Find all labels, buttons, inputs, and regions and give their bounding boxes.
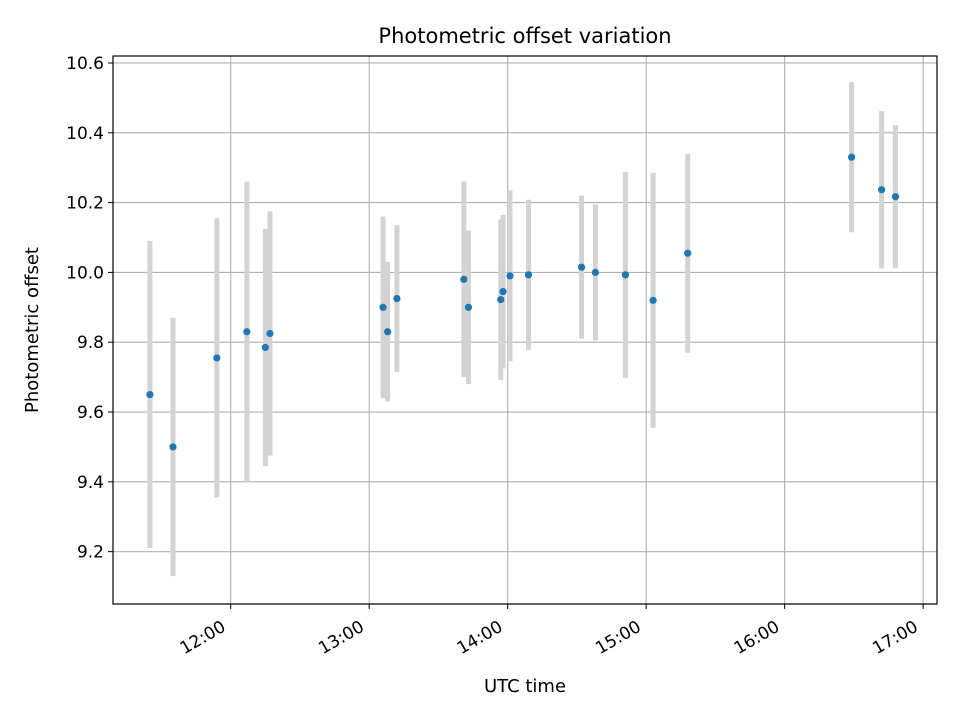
data-point [891,193,900,201]
data-point [464,303,473,311]
y-tick-label: 9.4 [77,473,104,493]
data-point [243,328,251,336]
data-point [384,328,392,336]
data-point [524,271,533,279]
data-point [577,263,586,271]
data-point [213,354,221,362]
data-point [266,329,274,338]
data-point [878,186,886,194]
data-point [591,268,599,277]
y-tick-label: 10.6 [66,54,104,74]
plot-frame [112,55,938,605]
y-tick-label: 10.0 [66,263,104,283]
y-tick-label: 9.2 [77,543,104,563]
y-axis-label: Photometric offset [22,247,43,413]
data-points [146,153,900,451]
data-point [146,390,154,399]
data-point [460,275,468,283]
chart-title: Photometric offset variation [378,24,671,48]
data-point [393,294,401,303]
data-point [499,288,507,296]
data-point [497,296,505,304]
data-point [506,272,514,280]
data-point [847,153,856,161]
y-tick-label: 9.8 [77,333,104,353]
y-tick-label: 9.6 [77,403,104,423]
data-point [684,249,692,257]
y-axis-ticks: 9.2 9.4 9.6 9.8 10.0 10.2 10.4 10.6 [66,54,113,563]
data-point [261,343,269,352]
x-axis-label: UTC time [484,676,566,697]
data-point [379,303,387,311]
y-tick-label: 10.2 [66,194,104,214]
grid [113,56,937,604]
data-point [649,296,657,304]
data-point [621,271,630,279]
y-tick-label: 10.4 [66,124,104,144]
data-point [169,443,177,451]
